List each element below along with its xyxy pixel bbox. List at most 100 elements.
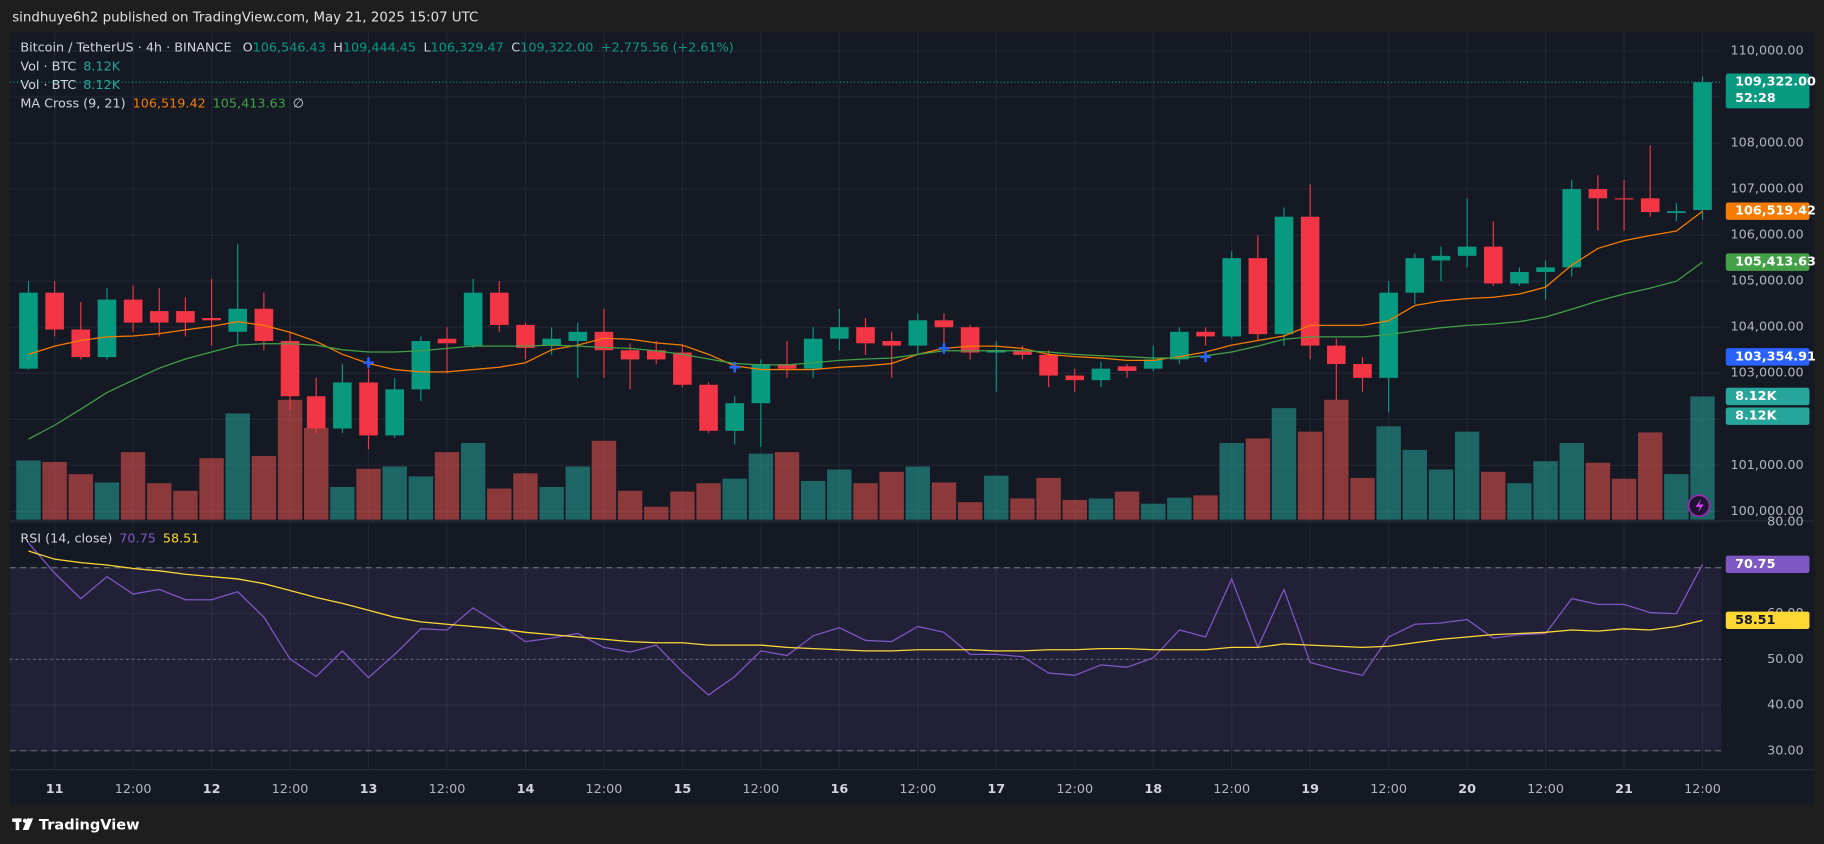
brand: TradingView	[39, 817, 140, 833]
price-tags: 103,354.91 8.12K 8.12K 106,519.42 105,413.63…	[1725, 73, 1816, 630]
volume-bar	[277, 399, 303, 520]
ma-tag: 105,413.63	[1735, 255, 1816, 270]
volume-bar	[827, 469, 852, 520]
volume-tag: 8.12K	[1735, 389, 1777, 404]
rsi-value: 70.75	[119, 531, 156, 546]
x-tick-label: 12:00	[742, 782, 779, 797]
candle-body	[1222, 258, 1241, 337]
volume-bar	[957, 502, 983, 520]
candle-body	[830, 327, 849, 339]
volume-bar	[879, 471, 904, 520]
y-tick-label: 106,000.00	[1731, 228, 1804, 243]
rsi-tag: 70.75	[1735, 557, 1775, 572]
volume-bar	[591, 440, 617, 520]
candle-body	[359, 382, 378, 436]
volume-bar	[487, 488, 512, 520]
volume-bar	[748, 453, 774, 520]
volume	[16, 396, 1715, 520]
cross-marker	[1200, 351, 1211, 363]
candle-body	[1431, 255, 1451, 261]
candle-body	[856, 327, 875, 344]
volume-bar	[1010, 498, 1035, 520]
grid	[9, 32, 1722, 770]
volume-bar	[1088, 498, 1114, 520]
candle-body	[1405, 258, 1425, 293]
volume-bar	[696, 483, 721, 520]
ohlc-value: 109,322.00	[520, 40, 593, 55]
candle-body	[45, 292, 64, 330]
volume-bar	[1245, 438, 1271, 520]
volume-tag: 8.12K	[1735, 409, 1777, 424]
x-tick-label: 14	[517, 782, 535, 797]
candle-body	[202, 317, 221, 321]
change: +2,775.56 (+2.61%)	[601, 40, 734, 55]
ma-tag-bg	[1725, 253, 1810, 271]
y-tick-label: 110,000.00	[1731, 43, 1804, 58]
candle-body	[19, 292, 38, 369]
y-tick-label: 50.00	[1767, 652, 1804, 667]
volume-bar	[1611, 478, 1637, 520]
y-tick-label: 100,000.00	[1731, 504, 1804, 519]
y-tick-label: 108,000.00	[1731, 136, 1804, 151]
candle-body	[699, 384, 718, 431]
candle-body	[960, 327, 980, 353]
volume-bar	[1454, 431, 1480, 520]
volume-bar	[1036, 477, 1061, 520]
volume-bar	[199, 458, 224, 520]
x-tick-label: 17	[987, 782, 1005, 797]
x-tick-label: 20	[1458, 782, 1476, 797]
ma-tag: 106,519.42	[1735, 204, 1816, 219]
symbol-legend: Bitcoin / TetherUS · 4h · BINANCE O106,5…	[20, 40, 733, 55]
x-tick-label: 18	[1144, 782, 1162, 797]
ohlc-name: H	[333, 40, 343, 55]
candle-body	[228, 308, 248, 332]
cross-marker	[363, 357, 374, 368]
volume-bar	[513, 473, 538, 520]
ohlc-value: 109,444.45	[343, 40, 416, 55]
candle-body	[71, 329, 91, 358]
candle-body	[986, 350, 1006, 353]
volume-bar	[1167, 497, 1192, 520]
candle-body	[1117, 366, 1137, 371]
rsi-tag-bg	[1725, 611, 1810, 630]
volume-bar	[905, 466, 931, 520]
candle-body	[385, 389, 404, 436]
candle-body	[646, 350, 666, 360]
rsi-tag-bg	[1725, 555, 1810, 574]
volume-bar	[460, 443, 486, 520]
x-tick-label: 16	[830, 782, 848, 797]
volume-bar	[1324, 399, 1349, 520]
ohlc-name: L	[424, 40, 432, 55]
y-tick-label: 40.00	[1767, 698, 1804, 713]
candle-body	[411, 341, 431, 390]
x-tick-label: 11	[46, 782, 64, 797]
volume-bar	[774, 452, 800, 520]
ma-tag-bg	[1725, 202, 1810, 220]
volume-name: Vol · BTC	[20, 59, 76, 74]
volume-bar	[722, 478, 747, 520]
candle-body	[751, 364, 771, 404]
candle-body	[803, 338, 823, 369]
candle-body	[1170, 331, 1189, 360]
y-tick-label: 101,000.00	[1731, 458, 1804, 473]
candle-body	[1300, 216, 1320, 346]
brand-logo	[12, 818, 34, 831]
volume-bar	[565, 466, 590, 520]
y-tick-label: 105,000.00	[1731, 274, 1804, 289]
candle-body	[1614, 198, 1634, 200]
alert-icon-glyph	[1695, 498, 1704, 513]
volume-bar	[800, 480, 826, 520]
volume-bar	[1559, 443, 1584, 520]
volume-bar	[1193, 495, 1218, 520]
ohlc-value: 106,329.47	[431, 40, 504, 55]
volume-bar	[225, 413, 250, 520]
ma-value: 105,413.63	[213, 96, 286, 111]
x-tick-label: 15	[674, 782, 692, 797]
ma-status: ∅	[293, 96, 304, 111]
candle-body	[1196, 331, 1215, 337]
volume-bar	[1638, 432, 1663, 520]
candle-body	[149, 311, 169, 323]
volume-bar	[617, 490, 643, 520]
ma-line	[28, 261, 1703, 440]
